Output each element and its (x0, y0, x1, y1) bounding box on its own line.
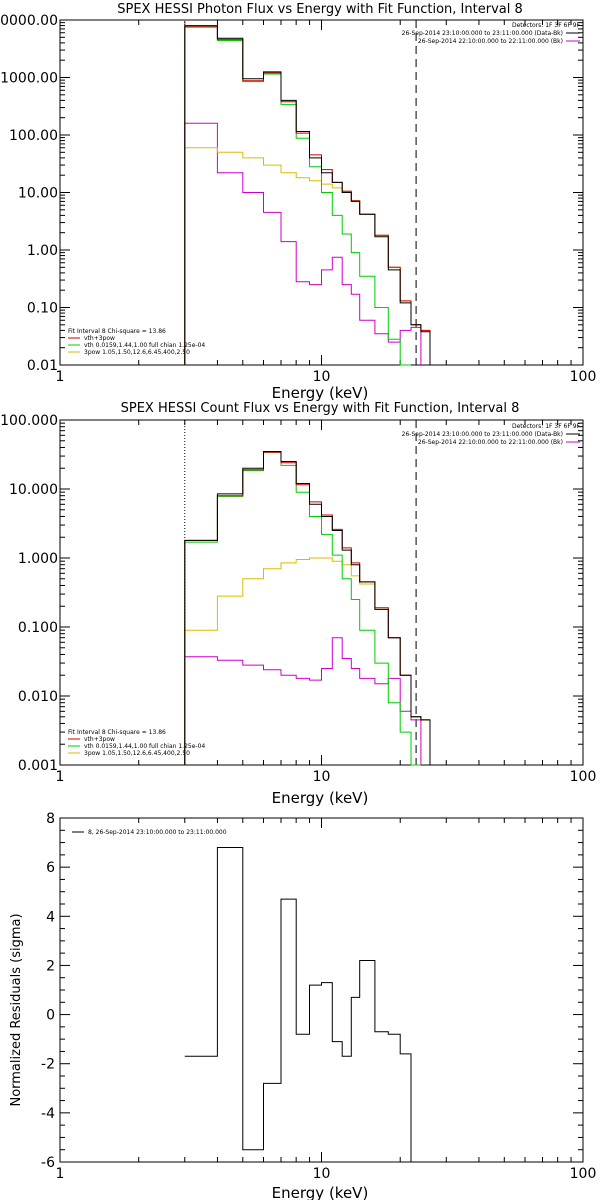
count-flux-y-tick-label: 10.000 (9, 482, 58, 498)
residuals-legend-label: 8, 26-Sep-2014 23:10:00.000 to 23:11:00.… (88, 829, 227, 836)
count-flux-legend-vth-label: vth 0.0159,1.44,1.00 full chian 1.25e-04 (84, 743, 205, 750)
count-flux-y-tick-label: 0.100 (18, 620, 58, 636)
count-flux-y-tick-label: 0.010 (18, 689, 58, 705)
count-flux-panel: SPEX HESSI Count Flux vs Energy with Fit… (0, 401, 596, 807)
residuals-y-tick-label: 6 (46, 860, 55, 876)
photon-flux-y-tick-label: 1.00 (27, 243, 58, 259)
residuals-frame (59, 817, 584, 1163)
count-flux-y-tick-label: 100.000 (0, 413, 58, 429)
photon-flux-y-tick-label: 0.10 (27, 301, 58, 317)
count-flux-x-tick-label: 100 (570, 769, 597, 785)
residuals-y-tick-label: -6 (41, 1155, 55, 1171)
residuals-x-tick-label: 1 (56, 1166, 65, 1182)
photon-flux-y-tick-label: 10.00 (18, 186, 58, 202)
photon-flux-legend-pow-label: 3pow 1.05,1.50,12.6,6.45,400,2.50 (84, 349, 190, 356)
residuals-y-tick-label: 4 (46, 909, 55, 925)
residuals-y-tick-label: -2 (41, 1057, 55, 1073)
count-flux-series-total (184, 451, 439, 766)
count-flux-fit-title: Fit Interval 8 Chi-square = 13.86 (68, 729, 166, 736)
residuals-y-tick-label: -4 (41, 1106, 55, 1122)
count-flux-x-tick-label: 10 (313, 769, 331, 785)
count-flux-legend-pow-label: 3pow 1.05,1.50,12.6,6.45,400,2.50 (84, 750, 190, 757)
count-flux-plot-area: 1 10 100 0.001 0.010 0.100 1.000 10.000 100.000 (0, 413, 596, 785)
photon-flux-series-total (184, 25, 439, 366)
photon-flux-series-vth_plus_3pow (184, 25, 439, 366)
count-flux-frame (59, 419, 584, 766)
photon-flux-y-tick-label: 100.00 (9, 128, 58, 144)
photon-flux-detectors: Detectors: 1F 3F 6F 9F (512, 22, 581, 29)
residuals-series-residuals (184, 847, 412, 1162)
count-flux-legend-data-label: 26-Sep-2014 23:10:00.000 to 23:11:00.000… (402, 431, 563, 438)
photon-flux-series-bk (184, 122, 422, 365)
residuals-x-tick-label: 10 (313, 1166, 331, 1182)
count-flux-legend-bk-label: 26-Sep-2014 22:10:00.000 to 22:11:00.000… (418, 439, 563, 446)
count-flux-series-bk (184, 637, 422, 765)
photon-flux-fit-title: Fit Interval 8 Chi-square = 13.86 (68, 328, 166, 335)
residuals-panel: 1 10 100 -6 -4 -2 0 2 4 6 8 Energy (keV) Normalize… (9, 811, 596, 1200)
photon-flux-title: SPEX HESSI Photon Flux vs Energy with Fi… (117, 2, 523, 17)
residuals-ylabel: Normalized Residuals (sigma) (9, 913, 24, 1106)
photon-flux-x-tick-label: 10 (313, 369, 331, 385)
photon-flux-legend-data-label: 26-Sep-2014 23:10:00.000 to 23:11:00.000… (402, 30, 563, 37)
photon-flux-x-tick-label: 1 (56, 369, 65, 385)
count-flux-y-tick-label: 0.001 (18, 758, 58, 774)
photon-flux-plot-area: 1 10 100 0.01 0.10 1.00 10.00 100.00 1000.00 1000… (0, 13, 596, 385)
photon-flux-series-vth (184, 26, 411, 366)
photon-flux-y-tick-label: 0.01 (27, 358, 58, 374)
count-flux-legend-vth3pow-label: vth+3pow (84, 736, 115, 743)
count-flux-detectors: Detectors: 1F 3F 6F 9F (512, 423, 581, 430)
photon-flux-legend-bk-label: 26-Sep-2014 22:10:00.000 to 22:11:00.000… (418, 38, 563, 45)
count-flux-title: SPEX HESSI Count Flux vs Energy with Fit… (121, 401, 520, 416)
count-flux-xlabel: Energy (keV) (272, 789, 369, 807)
residuals-y-tick-label: 8 (46, 811, 55, 827)
photon-flux-x-tick-label: 100 (570, 369, 597, 385)
photon-flux-legend-vth-label: vth 0.0159,1.44,1.00 full chian 1.25e-04 (84, 342, 205, 349)
photon-flux-xlabel: Energy (keV) (272, 384, 369, 402)
photon-flux-y-tick-label: 1000.00 (0, 71, 58, 87)
count-flux-series-vth (184, 451, 421, 766)
count-flux-y-tick-label: 1.000 (18, 551, 58, 567)
photon-flux-y-tick-label: 10000.00 (0, 13, 58, 29)
count-flux-x-tick-label: 1 (56, 769, 65, 785)
residuals-plot-area: 1 10 100 -6 -4 -2 0 2 4 6 8 (41, 811, 596, 1182)
residuals-y-tick-label: 2 (46, 958, 55, 974)
photon-flux-panel: SPEX HESSI Photon Flux vs Energy with Fi… (0, 2, 596, 402)
residuals-y-tick-label: 0 (46, 1008, 55, 1024)
residuals-x-tick-label: 100 (570, 1166, 597, 1182)
residuals-xlabel: Energy (keV) (272, 1184, 369, 1200)
photon-flux-legend-vth3pow-label: vth+3pow (84, 335, 115, 342)
